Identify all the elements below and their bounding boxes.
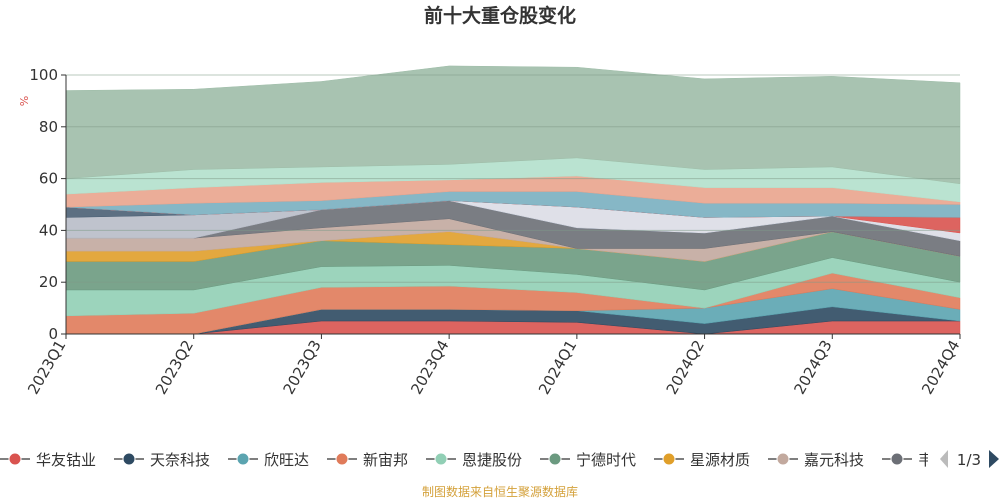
y-tick-label-1: 20 — [39, 273, 58, 291]
chart-title: 前十大重仓股变化 — [424, 4, 576, 27]
y-tick-label-2: 40 — [39, 221, 58, 239]
y-tick-label-5: 100 — [29, 66, 58, 84]
x-tick-label-7: 2024Q4 — [918, 337, 963, 398]
legend-marker — [236, 452, 250, 466]
legend-label: 欣旺达 — [264, 451, 309, 469]
legend-marker — [335, 452, 349, 466]
x-tick-label-5: 2024Q2 — [663, 337, 708, 398]
legend-marker — [662, 452, 676, 466]
legend-item-2[interactable]: 欣旺达 — [228, 451, 309, 469]
legend-item-6[interactable]: 星源材质 — [654, 451, 750, 469]
y-tick-label-3: 60 — [39, 170, 58, 188]
legend-marker — [434, 452, 448, 466]
legend-label: 韦尔股份 — [918, 451, 978, 469]
x-tick-label-4: 2024Q1 — [535, 337, 580, 398]
legend-label: 星源材质 — [690, 451, 750, 469]
y-axis-label: % — [18, 96, 31, 106]
legend-prev-icon[interactable] — [940, 450, 948, 468]
plot-area — [65, 65, 961, 335]
x-tick-label-6: 2024Q3 — [790, 337, 835, 398]
y-tick-label-0: 0 — [48, 325, 58, 343]
legend-marker — [890, 452, 904, 466]
legend-marker — [548, 452, 562, 466]
gridlines — [66, 74, 960, 283]
legend-next-icon[interactable] — [989, 450, 999, 468]
area-series-16 — [65, 65, 961, 185]
legend-item-7[interactable]: 嘉元科技 — [768, 451, 864, 469]
legend-label: 恩捷股份 — [462, 451, 522, 469]
legend-marker — [776, 452, 790, 466]
legend-item-4[interactable]: 恩捷股份 — [426, 451, 522, 469]
legend-item-1[interactable]: 天奈科技 — [114, 451, 210, 469]
y-tick-label-4: 80 — [39, 118, 58, 136]
legend-marker — [122, 452, 136, 466]
x-tick-label-1: 2023Q2 — [152, 337, 197, 398]
legend-item-0[interactable]: 华友钴业 — [0, 451, 96, 469]
legend-item-3[interactable]: 新宙邦 — [327, 451, 408, 469]
legend-marker — [8, 452, 22, 466]
footer-source: 制图数据来自恒生聚源数据库 — [422, 484, 578, 499]
legend-item-8[interactable]: 韦尔股份 — [882, 451, 978, 469]
legend-label: 宁德时代 — [576, 451, 636, 469]
legend-label: 嘉元科技 — [804, 451, 864, 469]
legend-label: 华友钴业 — [36, 451, 96, 469]
legend-page-indicator: 1/3 — [957, 451, 981, 469]
legend-item-5[interactable]: 宁德时代 — [540, 451, 636, 469]
x-tick-label-2: 2023Q3 — [280, 337, 325, 398]
legend-label: 新宙邦 — [363, 451, 408, 469]
x-tick-label-3: 2023Q4 — [407, 337, 452, 398]
legend-label: 天奈科技 — [150, 451, 210, 469]
x-tick-label-0: 2023Q1 — [24, 337, 69, 398]
legend-items: 华友钴业 天奈科技 欣旺达 新宙邦 恩捷股份 宁德时代 星源材质 嘉元科技 韦尔股份 — [0, 451, 978, 469]
